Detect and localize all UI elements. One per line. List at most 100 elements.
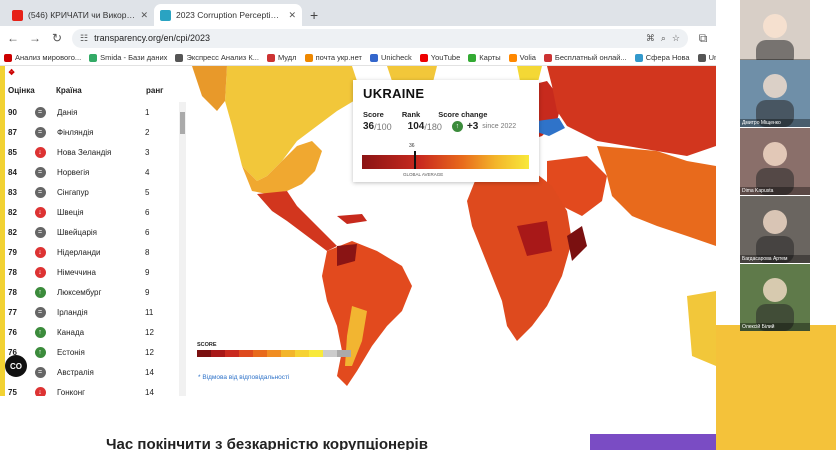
tab-youtube[interactable]: (546) КРИЧАТИ чи Викоріни ✕ [6, 4, 154, 26]
table-row[interactable]: 77 = Ірландія 11 [5, 302, 180, 322]
bookmark-item[interactable]: Карты [468, 53, 501, 62]
russia-region[interactable] [547, 66, 716, 156]
alaska-region[interactable] [192, 66, 227, 111]
bookmark-icon [304, 53, 313, 62]
table-row[interactable]: 76 ↑ Естонія 12 [5, 342, 180, 362]
middle-east-region[interactable] [547, 156, 607, 216]
ukraine-region[interactable] [537, 118, 565, 136]
translate-icon[interactable]: ⌘ [645, 32, 655, 43]
back-icon[interactable]: ← [7, 31, 19, 45]
change-icon: ↑ [34, 286, 46, 298]
extensions-icon[interactable]: ⧉ [698, 30, 708, 45]
row-rank: 6 [145, 207, 150, 217]
table-row[interactable]: 78 ↓ Німеччина 9 [5, 262, 180, 282]
table-row[interactable]: 82 ↓ Швеція 6 [5, 202, 180, 222]
bookmarks-bar: Анализ мирового... Smida - Бази даних Эксп… [0, 50, 716, 66]
table-scrollbar[interactable] [179, 102, 186, 396]
table-row[interactable]: 82 = Швейцарія 6 [5, 222, 180, 242]
bookmark-icon [508, 53, 517, 62]
table-row[interactable]: 75 ↓ Гонконг 14 [5, 382, 180, 402]
row-country: Нова Зеландія [57, 147, 112, 157]
bookmark-item[interactable]: Untitled Project [697, 53, 716, 62]
bookmark-item[interactable]: Бесплатный онлай... [543, 53, 627, 62]
bookmark-item[interactable]: Экспресс Анализ К... [175, 53, 259, 62]
usa-region[interactable] [242, 141, 322, 194]
change-icon: ↓ [34, 266, 46, 278]
close-icon[interactable]: ✕ [288, 9, 296, 20]
participant-tile[interactable]: Багдасарова Артем [740, 196, 810, 263]
bookmark-item[interactable]: Мудл [266, 53, 297, 62]
bookmark-item[interactable]: Анализ мирового... [4, 53, 81, 62]
header-rank[interactable]: ранг [146, 86, 164, 95]
star-icon[interactable]: ☆ [671, 32, 680, 43]
header-score[interactable]: Оцінка [8, 86, 35, 95]
participant-avatar [756, 74, 794, 127]
asia-region[interactable] [597, 146, 716, 246]
table-row[interactable]: 76 ↑ Канада 12 [5, 322, 180, 342]
central-africa-region[interactable] [517, 221, 552, 256]
popup-global-average: GLOBAL AVERAGE [403, 172, 444, 177]
caribbean-region[interactable] [337, 214, 367, 224]
participant-tile[interactable]: Дмитро Міщенко [740, 60, 810, 127]
bookmark-item[interactable]: YouTube [419, 53, 461, 62]
table-row[interactable]: 84 = Норвегія 4 [5, 162, 180, 182]
table-row[interactable]: 79 ↓ Нідерланди 8 [5, 242, 180, 262]
site-info-icon[interactable]: ☷ [80, 32, 89, 43]
close-icon[interactable]: ✕ [140, 9, 148, 20]
table-row[interactable]: 90 = Данія 1 [5, 102, 180, 122]
south-america-region[interactable] [322, 241, 412, 386]
bookmark-item[interactable]: почта укр.нет [304, 53, 362, 62]
australia-region[interactable] [687, 291, 716, 366]
bookmark-label: Volia [519, 53, 536, 62]
bookmark-item[interactable]: Smida - Бази даних [89, 53, 167, 62]
table-row[interactable]: 78 ↑ Люксембург 9 [5, 282, 180, 302]
venezuela-region[interactable] [337, 244, 357, 266]
popup-rank-label: Rank [401, 110, 421, 119]
somalia-region[interactable] [567, 226, 587, 261]
bookmark-icon [266, 53, 275, 62]
change-icon: = [34, 126, 46, 138]
row-country: Естонія [57, 347, 85, 357]
popup-score-label: Score [363, 110, 384, 119]
promo-banner[interactable] [590, 434, 716, 450]
bookmark-icon [697, 53, 706, 62]
scroll-thumb[interactable] [180, 112, 185, 134]
zoom-icon[interactable]: ⌕ [660, 32, 666, 43]
participant-tile[interactable]: Олексій Білий [740, 264, 810, 331]
tab-cpi[interactable]: 2023 Corruption Perceptions In ✕ [154, 4, 302, 26]
change-icon: = [34, 166, 46, 178]
table-row[interactable]: 83 = Сінгапур 5 [5, 182, 180, 202]
participant-avatar [756, 142, 794, 195]
table-row[interactable]: 87 = Фінляндія 2 [5, 122, 180, 142]
url-text[interactable]: transparency.org/en/cpi/2023 [94, 33, 210, 43]
africa-region[interactable] [467, 166, 572, 341]
bookmark-item[interactable]: Unicheck [369, 53, 412, 62]
address-bar[interactable]: ☷ transparency.org/en/cpi/2023 ⌘ ⌕ ☆ [72, 28, 688, 48]
disclaimer-link[interactable]: * Відмова від відповідальності [198, 374, 290, 381]
participant-tile[interactable]: Dima Kapusta [740, 128, 810, 195]
bookmark-label: Untitled Project [708, 53, 716, 62]
bookmark-item[interactable]: Volia [508, 53, 536, 62]
table-row[interactable]: 85 ↓ Нова Зеландія 3 [5, 142, 180, 162]
participant-tile[interactable]: Алла Карнаушенко [740, 0, 810, 67]
participant-name: Олексій Білий [740, 323, 810, 331]
header-country[interactable]: Країна [56, 86, 82, 95]
row-score: 82 [8, 207, 17, 217]
mexico-region[interactable] [257, 191, 337, 251]
new-tab-button[interactable]: + [310, 7, 319, 23]
row-country: Канада [57, 327, 85, 337]
participant-avatar [756, 210, 794, 263]
forward-icon[interactable]: → [29, 31, 41, 45]
partial-header-icon: ❖ [8, 68, 16, 77]
row-score: 76 [8, 327, 17, 337]
bookmark-item[interactable]: Сфера Нова [634, 53, 690, 62]
row-rank: 11 [145, 307, 154, 317]
cc-button[interactable]: CO [5, 355, 27, 377]
country-popup: UKRAINE Score Rank Score change 36 /100 … [353, 80, 539, 182]
bookmark-label: YouTube [430, 53, 461, 62]
row-score: 78 [8, 287, 17, 297]
row-rank: 3 [145, 147, 150, 157]
canada-region[interactable] [225, 66, 362, 181]
reload-icon[interactable]: ↻ [51, 31, 63, 45]
